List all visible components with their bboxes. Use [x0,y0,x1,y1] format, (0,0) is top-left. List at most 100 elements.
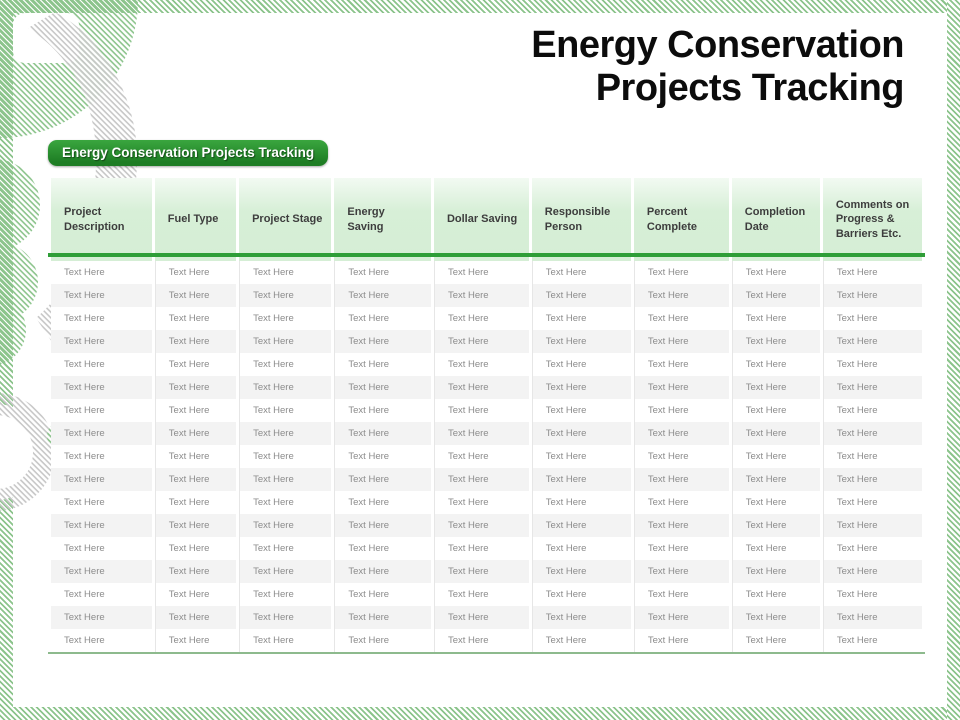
column-header: Project Stage [239,178,332,261]
table-cell: Text Here [433,261,529,284]
table-cell: Text Here [822,399,922,422]
table-cell: Text Here [154,606,237,629]
table-cell: Text Here [433,537,529,560]
table-cell: Text Here [239,422,332,445]
table-cell: Text Here [239,629,332,652]
table-cell: Text Here [822,330,922,353]
table-cell: Text Here [531,307,631,330]
table-cell: Text Here [531,261,631,284]
table-row: Text Here Text Here Text Here Text Here Text… [51,422,922,445]
table-cell: Text Here [433,307,529,330]
header-row: Project Description Fuel Type Project Stag… [51,178,922,261]
table-cell: Text Here [731,629,820,652]
table-cell: Text Here [51,445,152,468]
table-cell: Text Here [334,583,431,606]
column-header: Energy Saving [334,178,431,261]
table-cell: Text Here [531,376,631,399]
table-cell: Text Here [154,560,237,583]
table-cell: Text Here [822,284,922,307]
table-cell: Text Here [334,307,431,330]
table-cell: Text Here [51,629,152,652]
table-row: Text Here Text Here Text Here Text Here Text… [51,284,922,307]
table-cell: Text Here [154,537,237,560]
table-cell: Text Here [633,330,729,353]
table-cell: Text Here [822,629,922,652]
table-cell: Text Here [531,399,631,422]
table-cell: Text Here [433,330,529,353]
header-underline [48,253,925,257]
table-cell: Text Here [531,330,631,353]
table-row: Text Here Text Here Text Here Text Here Text… [51,583,922,606]
table-cell: Text Here [433,422,529,445]
page-title-line2: Projects Tracking [595,66,905,109]
table-cell: Text Here [433,514,529,537]
column-header: Fuel Type [154,178,237,261]
table-cell: Text Here [239,353,332,376]
table-cell: Text Here [334,629,431,652]
table-cell: Text Here [239,330,332,353]
table-cell: Text Here [731,468,820,491]
table-cell: Text Here [433,491,529,514]
table-row: Text Here Text Here Text Here Text Here Text… [51,537,922,560]
table-cell: Text Here [531,583,631,606]
table-cell: Text Here [531,284,631,307]
column-header: Responsible Person [531,178,631,261]
table-cell: Text Here [731,583,820,606]
table-cell: Text Here [154,307,237,330]
table-cell: Text Here [531,445,631,468]
table-cell: Text Here [531,560,631,583]
table-cell: Text Here [239,537,332,560]
table-cell: Text Here [433,583,529,606]
table-cell: Text Here [239,261,332,284]
table-cell: Text Here [334,422,431,445]
table-cell: Text Here [334,606,431,629]
column-header: Completion Date [731,178,820,261]
table-cell: Text Here [334,445,431,468]
table-cell: Text Here [334,537,431,560]
table-cell: Text Here [433,606,529,629]
table-cell: Text Here [334,468,431,491]
table-cell: Text Here [731,537,820,560]
table-cell: Text Here [154,284,237,307]
table-cell: Text Here [51,261,152,284]
table-row: Text Here Text Here Text Here Text Here Text… [51,468,922,491]
table-cell: Text Here [51,376,152,399]
table-cell: Text Here [633,491,729,514]
table-cell: Text Here [633,284,729,307]
table-cell: Text Here [334,330,431,353]
table-cell: Text Here [531,514,631,537]
table-cell: Text Here [51,422,152,445]
table-cell: Text Here [731,606,820,629]
table-cell: Text Here [822,261,922,284]
table-cell: Text Here [633,629,729,652]
table-row: Text Here Text Here Text Here Text Here Text… [51,514,922,537]
table-cell: Text Here [633,468,729,491]
table-cell: Text Here [154,353,237,376]
table-row: Text Here Text Here Text Here Text Here Text… [51,307,922,330]
table-cell: Text Here [154,330,237,353]
table-cell: Text Here [154,422,237,445]
table-cell: Text Here [154,583,237,606]
table-cell: Text Here [731,560,820,583]
table-cell: Text Here [334,284,431,307]
table-cell: Text Here [822,422,922,445]
table-cell: Text Here [239,399,332,422]
table-cell: Text Here [633,376,729,399]
table-cell: Text Here [731,261,820,284]
table-cell: Text Here [822,376,922,399]
left-stripe-border [0,0,13,720]
table-cell: Text Here [633,261,729,284]
table-cell: Text Here [239,491,332,514]
table-cell: Text Here [154,491,237,514]
table-cell: Text Here [334,514,431,537]
table-cell: Text Here [633,353,729,376]
table-cell: Text Here [633,307,729,330]
table-cell: Text Here [334,560,431,583]
table-cell: Text Here [633,606,729,629]
table-cell: Text Here [531,468,631,491]
table-cell: Text Here [239,284,332,307]
table-cell: Text Here [51,537,152,560]
table-cell: Text Here [239,376,332,399]
table-cell: Text Here [531,537,631,560]
